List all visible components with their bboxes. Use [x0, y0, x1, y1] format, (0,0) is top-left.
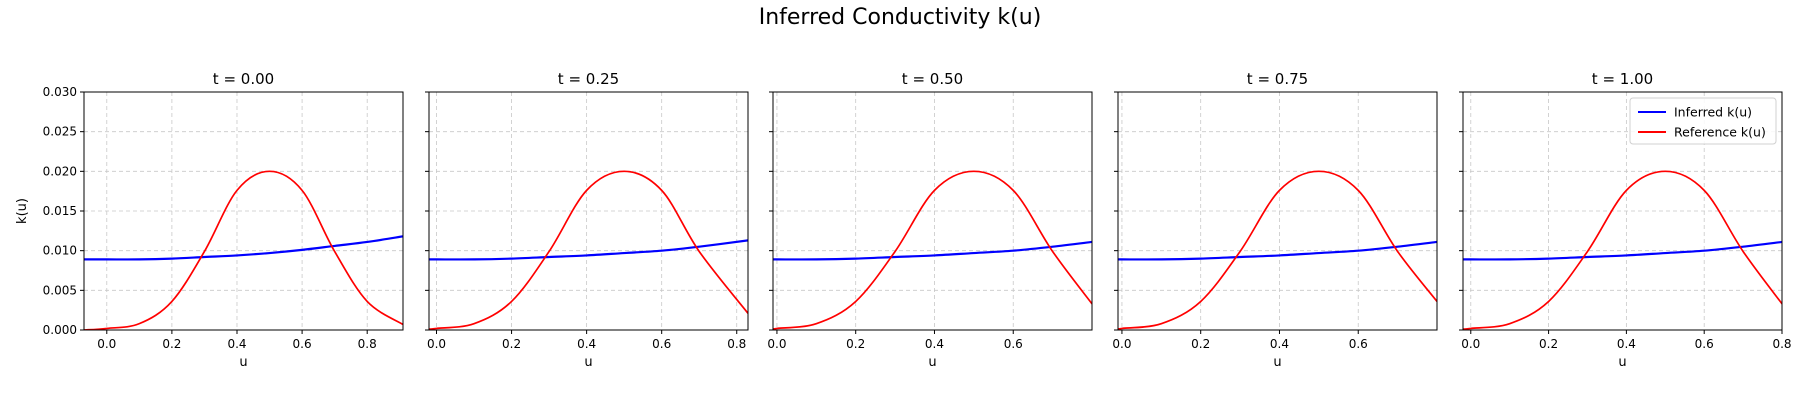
- axes-frame: [83, 91, 404, 331]
- subplot-5: 0.0 0.2 0.4 0.6 0.8 t = 1.00 u Inferred k(u) Ref…: [1459, 70, 1792, 370]
- x-tick-label: 0.8: [358, 337, 377, 351]
- x-axis-label: u: [584, 355, 592, 370]
- panels: 0.0 0.2 0.4 0.6 0.8 0.000 0.005 0.010 0.015 0.020…: [15, 70, 1792, 370]
- y-tick-label: 0.010: [43, 244, 77, 258]
- y-tick-label: 0.030: [43, 85, 77, 99]
- subplot-title: t = 0.75: [1247, 70, 1308, 88]
- x-tick-label: 0.6: [293, 337, 312, 351]
- reference-k-line: [1118, 170, 1437, 330]
- x-tick-label: 0.4: [1617, 337, 1636, 351]
- subplot-1: 0.0 0.2 0.4 0.6 0.8 0.000 0.005 0.010 0.015 0.020…: [15, 70, 404, 370]
- x-tick-label: 0.0: [1112, 337, 1131, 351]
- y-tick-label: 0.005: [43, 283, 77, 297]
- y-axis-label: k(u): [15, 198, 30, 224]
- reference-k-line: [1463, 170, 1782, 330]
- reference-k-line: [429, 170, 748, 330]
- y-tick-label: 0.025: [43, 125, 77, 139]
- axes-frame: [1117, 91, 1438, 331]
- x-tick-label: 0.6: [1695, 337, 1714, 351]
- x-tick-label: 0.4: [577, 337, 596, 351]
- x-axis-label: u: [928, 355, 936, 370]
- subplot-2: 0.0 0.2 0.4 0.6 0.8 t = 0.25 u: [425, 70, 749, 370]
- x-tick-label: 0.0: [767, 337, 786, 351]
- inferred-k-line: [1118, 240, 1437, 261]
- legend-box: [1629, 97, 1777, 145]
- x-tick-label: 0.6: [1349, 337, 1368, 351]
- y-tick-label: 0.015: [43, 204, 77, 218]
- x-tick-label: 0.4: [227, 337, 246, 351]
- inferred-k-line: [429, 239, 748, 261]
- x-axis-label: u: [239, 355, 247, 370]
- x-tick-label: 0.0: [97, 337, 116, 351]
- x-tick-label: 0.8: [1772, 337, 1791, 351]
- subplot-title: t = 1.00: [1592, 70, 1653, 88]
- x-tick-label: 0.2: [846, 337, 865, 351]
- x-tick-label: 0.2: [1191, 337, 1210, 351]
- x-tick-label: 0.6: [1004, 337, 1023, 351]
- legend: Inferred k(u) Reference k(u): [1629, 97, 1777, 145]
- subplot-title: t = 0.50: [902, 70, 963, 88]
- figure-title: Inferred Conductivity k(u): [759, 5, 1042, 30]
- axes-frame: [428, 91, 749, 331]
- x-tick-label: 0.4: [1270, 337, 1289, 351]
- legend-entry: Inferred k(u): [1674, 105, 1752, 120]
- axes-frame: [772, 91, 1093, 331]
- inferred-k-line: [84, 235, 403, 261]
- y-tick-label: 0.000: [43, 323, 77, 337]
- subplot-title: t = 0.00: [213, 70, 274, 88]
- inferred-k-line: [1463, 240, 1782, 261]
- reference-k-line: [773, 170, 1092, 330]
- reference-k-line: [84, 170, 403, 330]
- x-axis-label: u: [1618, 355, 1626, 370]
- legend-entry: Reference k(u): [1674, 125, 1766, 140]
- y-tick-label: 0.020: [43, 164, 77, 178]
- subplot-3: 0.0 0.2 0.4 0.6 t = 0.50 u: [767, 70, 1093, 370]
- subplot-4: 0.0 0.2 0.4 0.6 t = 0.75 u: [1112, 70, 1438, 370]
- x-axis-label: u: [1273, 355, 1281, 370]
- subplot-title: t = 0.25: [558, 70, 619, 88]
- x-tick-label: 0.8: [727, 337, 746, 351]
- x-tick-label: 0.2: [162, 337, 181, 351]
- inferred-k-line: [773, 240, 1092, 261]
- x-tick-label: 0.0: [427, 337, 446, 351]
- x-tick-label: 0.2: [1539, 337, 1558, 351]
- x-tick-label: 0.2: [502, 337, 521, 351]
- x-tick-label: 0.4: [925, 337, 944, 351]
- x-tick-label: 0.0: [1461, 337, 1480, 351]
- x-tick-label: 0.6: [652, 337, 671, 351]
